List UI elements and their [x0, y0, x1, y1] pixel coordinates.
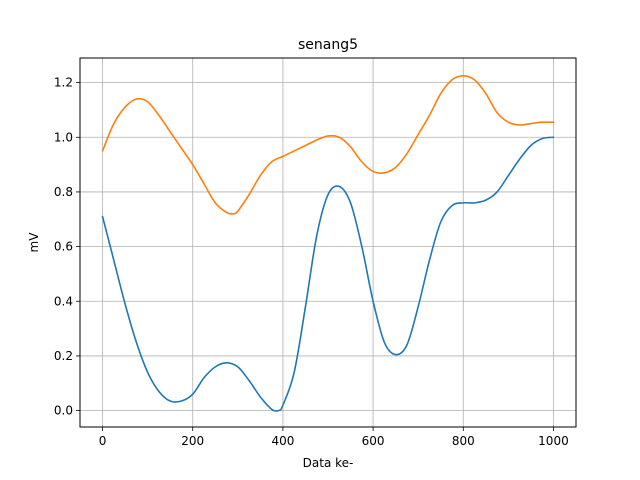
x-tick-label: 0: [99, 434, 107, 448]
x-tick-label: 200: [181, 434, 204, 448]
x-axis-ticks: 0 200 400 600 800 1000: [99, 427, 569, 448]
x-tick-label: 600: [362, 434, 385, 448]
series-line-2: [101, 74, 555, 215]
y-tick-label: 0.0: [54, 404, 73, 418]
y-tick-label: 1.2: [54, 76, 73, 90]
y-axis-label: mV: [27, 232, 41, 253]
y-tick-label: 0.4: [54, 294, 73, 308]
series-lines: [101, 74, 555, 412]
x-tick-label: 1000: [538, 434, 569, 448]
y-tick-label: 0.6: [54, 240, 73, 254]
y-axis-ticks: 0.0 0.2 0.4 0.6 0.8 1.0 1.2: [54, 76, 80, 418]
plot-frame: [79, 57, 577, 428]
y-tick-label: 0.2: [54, 349, 73, 363]
y-tick-label: 0.8: [54, 185, 73, 199]
x-tick-label: 400: [271, 434, 294, 448]
x-axis-label: Data ke-: [303, 456, 354, 470]
chart-title: senang5: [298, 37, 358, 53]
x-tick-label: 800: [452, 434, 475, 448]
grid: [80, 58, 576, 427]
y-tick-label: 1.0: [54, 130, 73, 144]
series-line-1: [101, 136, 555, 412]
